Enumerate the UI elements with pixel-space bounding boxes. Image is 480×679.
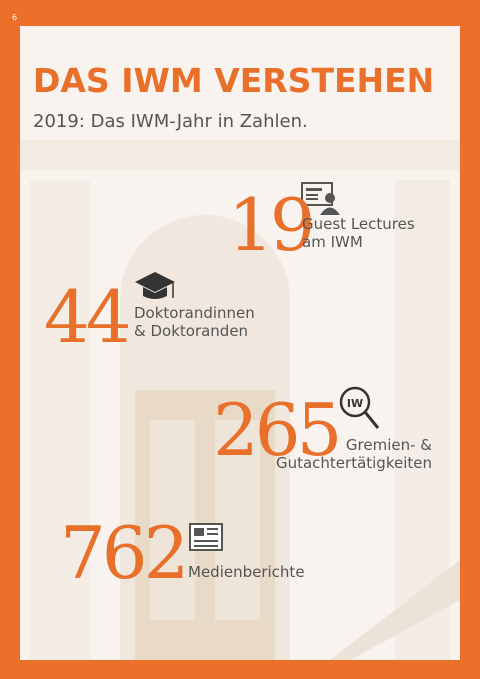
graduation-icon [135,272,175,299]
stat-label: Doktorandinnen [134,304,255,322]
page-number: 6 [12,13,17,22]
svg-text:IW: IW [347,397,363,410]
news-icon [189,523,223,551]
stat-label: & Doktoranden [134,322,248,340]
subtitle: 2019: Das IWM-Jahr in Zahlen. [33,111,308,132]
stat-label: Gremien- & [346,436,432,454]
iwm-search-icon: IW [339,386,380,429]
stat-label: am IWM [302,233,363,251]
lecture-icon [301,182,340,215]
background-photo [20,140,460,660]
stat-number: 44 [44,275,129,359]
stat-label: Gutachtertätigkeiten [276,454,432,472]
title: DAS IWM VERSTEHEN [33,61,434,100]
stat-number: 265 [213,388,338,472]
stat-label: Medienberichte [188,563,305,581]
stat-number: 19 [228,183,312,267]
stat-number: 762 [60,511,185,595]
stat-label: Guest Lectures [302,215,415,233]
